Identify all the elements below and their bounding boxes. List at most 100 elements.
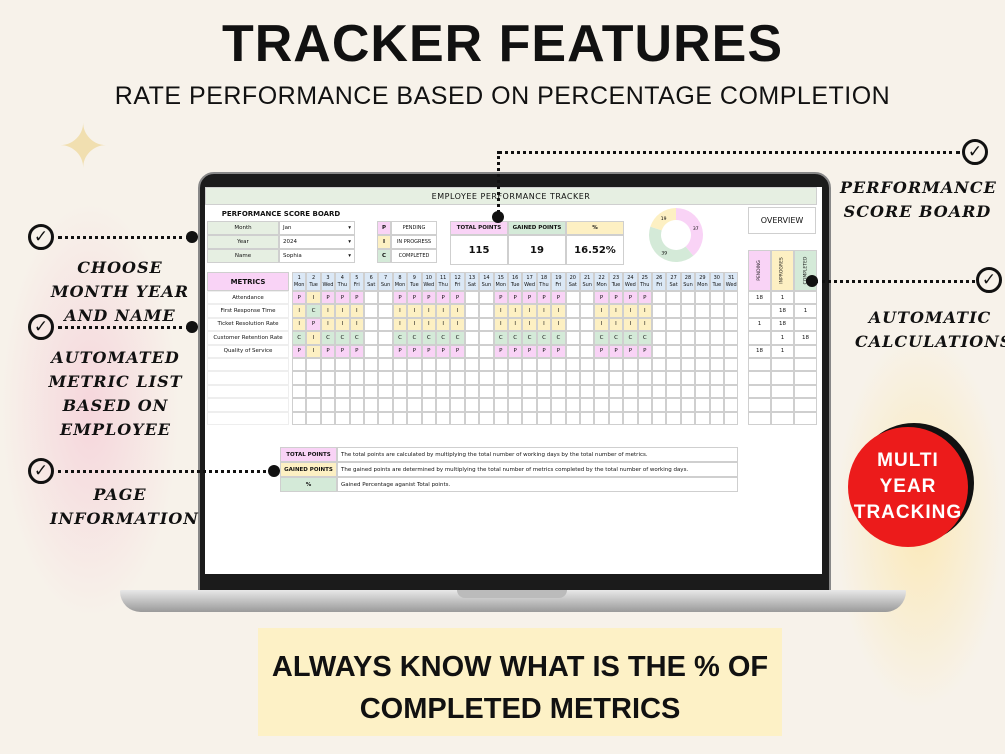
- status-cell[interactable]: [680, 358, 696, 372]
- status-cell[interactable]: [666, 371, 681, 385]
- status-cell[interactable]: [724, 291, 739, 305]
- status-cell[interactable]: [637, 358, 652, 372]
- status-cell[interactable]: [522, 371, 537, 385]
- status-cell[interactable]: [335, 384, 350, 399]
- status-cell[interactable]: P: [637, 344, 652, 358]
- status-cell[interactable]: [724, 331, 739, 345]
- status-cell[interactable]: [364, 358, 379, 372]
- status-cell[interactable]: [695, 331, 710, 345]
- status-cell[interactable]: [378, 384, 393, 399]
- status-cell[interactable]: [349, 371, 364, 385]
- status-cell[interactable]: [364, 398, 379, 412]
- status-cell[interactable]: [652, 331, 667, 345]
- status-cell[interactable]: [623, 358, 638, 372]
- status-cell[interactable]: [709, 371, 724, 385]
- status-cell[interactable]: [421, 411, 436, 425]
- status-cell[interactable]: P: [292, 291, 307, 305]
- status-cell[interactable]: [464, 371, 480, 385]
- status-cell[interactable]: I: [522, 304, 537, 318]
- status-cell[interactable]: I: [436, 317, 451, 332]
- status-cell[interactable]: [349, 411, 364, 425]
- status-cell[interactable]: [392, 371, 408, 385]
- status-cell[interactable]: [378, 291, 393, 305]
- status-cell[interactable]: [378, 358, 393, 372]
- status-cell[interactable]: [666, 398, 681, 412]
- status-cell[interactable]: [709, 317, 724, 332]
- status-cell[interactable]: I: [421, 304, 436, 318]
- status-cell[interactable]: C: [637, 331, 652, 345]
- status-cell[interactable]: [666, 344, 681, 358]
- status-cell[interactable]: [580, 411, 595, 425]
- status-cell[interactable]: [565, 344, 580, 358]
- status-cell[interactable]: I: [536, 317, 552, 332]
- status-cell[interactable]: [508, 398, 523, 412]
- status-cell[interactable]: [652, 317, 667, 332]
- status-cell[interactable]: [536, 398, 552, 412]
- status-cell[interactable]: P: [421, 344, 436, 358]
- status-cell[interactable]: [695, 371, 710, 385]
- status-cell[interactable]: [709, 304, 724, 318]
- status-cell[interactable]: [364, 291, 379, 305]
- status-cell[interactable]: [364, 384, 379, 399]
- status-cell[interactable]: I: [436, 304, 451, 318]
- status-cell[interactable]: [508, 384, 523, 399]
- status-cell[interactable]: [378, 398, 393, 412]
- status-cell[interactable]: [536, 358, 552, 372]
- status-cell[interactable]: [666, 358, 681, 372]
- status-cell[interactable]: [608, 384, 624, 399]
- status-cell[interactable]: P: [623, 291, 638, 305]
- status-cell[interactable]: [378, 371, 393, 385]
- status-cell[interactable]: I: [335, 304, 350, 318]
- status-cell[interactable]: [680, 398, 696, 412]
- status-cell[interactable]: P: [623, 344, 638, 358]
- status-cell[interactable]: P: [320, 344, 336, 358]
- status-cell[interactable]: [594, 371, 609, 385]
- status-cell[interactable]: [551, 398, 566, 412]
- status-cell[interactable]: [292, 371, 307, 385]
- status-cell[interactable]: [407, 398, 422, 412]
- status-cell[interactable]: P: [292, 344, 307, 358]
- status-cell[interactable]: [421, 358, 436, 372]
- status-cell[interactable]: P: [450, 291, 465, 305]
- status-cell[interactable]: [479, 371, 494, 385]
- status-cell[interactable]: [680, 331, 696, 345]
- status-cell[interactable]: [666, 304, 681, 318]
- status-cell[interactable]: P: [421, 291, 436, 305]
- status-cell[interactable]: [464, 411, 480, 425]
- status-cell[interactable]: [724, 398, 739, 412]
- status-cell[interactable]: [436, 398, 451, 412]
- status-cell[interactable]: [580, 291, 595, 305]
- status-cell[interactable]: [364, 371, 379, 385]
- status-cell[interactable]: [709, 398, 724, 412]
- status-cell[interactable]: [335, 411, 350, 425]
- status-cell[interactable]: [666, 317, 681, 332]
- status-cell[interactable]: [306, 358, 321, 372]
- status-cell[interactable]: [551, 411, 566, 425]
- status-cell[interactable]: P: [522, 344, 537, 358]
- status-cell[interactable]: [464, 331, 480, 345]
- status-cell[interactable]: [392, 384, 408, 399]
- status-cell[interactable]: [565, 304, 580, 318]
- status-cell[interactable]: [522, 398, 537, 412]
- status-cell[interactable]: I: [292, 317, 307, 332]
- status-cell[interactable]: I: [392, 317, 408, 332]
- status-cell[interactable]: [652, 358, 667, 372]
- status-cell[interactable]: [695, 304, 710, 318]
- status-cell[interactable]: P: [349, 291, 364, 305]
- status-cell[interactable]: [580, 344, 595, 358]
- status-cell[interactable]: [421, 371, 436, 385]
- status-cell[interactable]: [623, 371, 638, 385]
- status-cell[interactable]: [508, 371, 523, 385]
- status-cell[interactable]: [436, 358, 451, 372]
- selector-year-dropdown[interactable]: 2024 ▾: [279, 235, 355, 249]
- status-cell[interactable]: [580, 358, 595, 372]
- status-cell[interactable]: [565, 331, 580, 345]
- status-cell[interactable]: [306, 384, 321, 399]
- status-cell[interactable]: [320, 384, 336, 399]
- status-cell[interactable]: [695, 398, 710, 412]
- status-cell[interactable]: [580, 398, 595, 412]
- status-cell[interactable]: [464, 384, 480, 399]
- status-cell[interactable]: [493, 411, 508, 425]
- status-cell[interactable]: [608, 371, 624, 385]
- status-cell[interactable]: I: [623, 304, 638, 318]
